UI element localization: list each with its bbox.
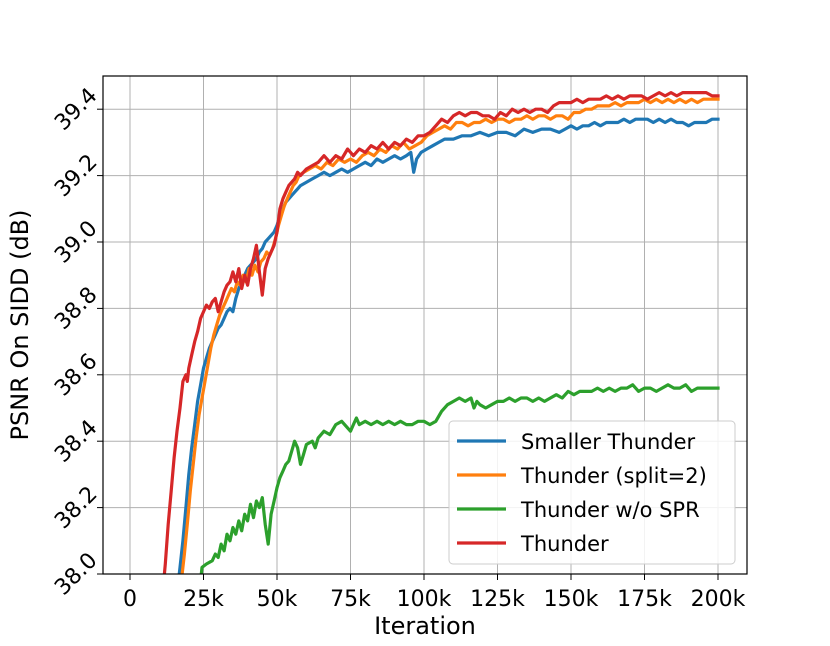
series-line xyxy=(199,383,720,574)
y-tick-label: 38.6 xyxy=(50,349,102,401)
series-line xyxy=(162,91,720,574)
y-tick-label: 38.0 xyxy=(50,548,102,600)
legend-label: Thunder (split=2) xyxy=(520,464,707,488)
grid-lines xyxy=(103,76,747,575)
y-axis-label: PSNR On SIDD (dB) xyxy=(6,209,34,440)
y-axis-ticks: 38.0 38.2 38.4 38.6 38.8 39.0 39.2 39.4 xyxy=(50,83,103,601)
y-tick-label: 39.2 xyxy=(50,150,102,202)
legend-box xyxy=(448,420,736,565)
x-axis-label: Iteration xyxy=(374,612,476,640)
x-tick-label: 50k xyxy=(257,587,298,612)
legend-label: Smaller Thunder xyxy=(521,430,696,454)
x-tick-label: 0 xyxy=(123,587,137,612)
legend-label: Thunder w/o SPR xyxy=(520,498,700,522)
y-tick-label: 39.0 xyxy=(50,216,102,268)
x-tick-label: 175k xyxy=(617,587,672,612)
y-tick-label: 38.4 xyxy=(50,415,102,467)
y-tick-label: 38.2 xyxy=(50,482,102,534)
x-tick-label: 150k xyxy=(544,587,599,612)
y-tick-label: 38.8 xyxy=(50,283,102,335)
x-tick-label: 100k xyxy=(397,587,452,612)
x-tick-label: 75k xyxy=(330,587,371,612)
x-axis-ticks: 0 25k 50k 75k 100k 125k 150k 175k 200k xyxy=(123,574,746,612)
legend: Smaller Thunder Thunder (split=2) Thunder … xyxy=(448,420,736,565)
x-tick-label: 25k xyxy=(183,587,224,612)
series-layer xyxy=(162,91,720,574)
series-line xyxy=(177,117,720,574)
x-tick-label: 200k xyxy=(691,587,746,612)
legend-label: Thunder xyxy=(520,532,609,556)
x-tick-label: 125k xyxy=(470,587,525,612)
y-tick-label: 39.4 xyxy=(50,83,102,135)
plot-frame xyxy=(102,75,748,575)
